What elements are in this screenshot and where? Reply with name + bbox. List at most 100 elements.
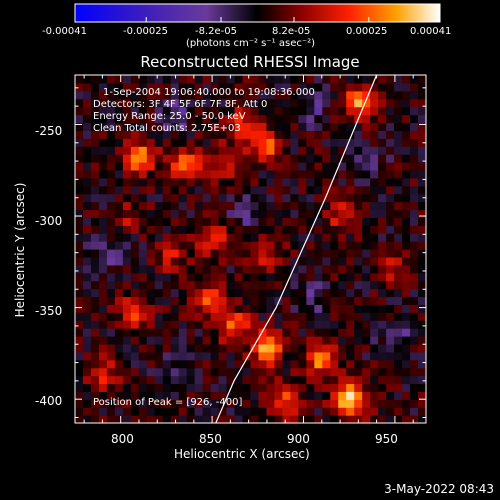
heatmap-cell — [266, 185, 276, 195]
heatmap-cell — [402, 209, 411, 218]
y-tick-label-400: -400 — [35, 394, 63, 408]
heatmap-cell — [202, 217, 212, 226]
heatmap-cell — [90, 296, 100, 305]
heatmap-cell — [282, 312, 291, 321]
heatmap-cell — [218, 114, 228, 124]
heatmap-cell — [266, 407, 276, 416]
heatmap-cell — [266, 82, 276, 92]
heatmap-cell — [386, 146, 395, 155]
heatmap-cell — [210, 391, 220, 400]
heatmap-cell — [90, 75, 100, 84]
heatmap-cell — [282, 343, 291, 353]
heatmap-cell — [418, 233, 427, 242]
heatmap-cell — [394, 146, 403, 155]
heatmap-cell — [298, 82, 307, 92]
heatmap-cell — [178, 320, 188, 329]
heatmap-cell — [114, 375, 124, 385]
heatmap-cell — [194, 359, 204, 369]
heatmap-cell — [322, 106, 331, 116]
heatmap-cell — [130, 233, 140, 242]
heatmap-cell — [378, 185, 387, 195]
heatmap-cell — [354, 249, 363, 258]
heatmap-cell — [75, 130, 84, 139]
heatmap-cell — [274, 407, 284, 416]
heatmap-cell — [154, 375, 164, 385]
heatmap-cell — [202, 169, 212, 179]
heatmap-cell — [298, 201, 307, 211]
heatmap-cell — [282, 336, 291, 345]
heatmap-cell — [162, 375, 172, 385]
heatmap-cell — [370, 399, 379, 408]
heatmap-cell — [306, 415, 315, 424]
heatmap-cell — [266, 233, 276, 242]
heatmap-cell — [218, 351, 228, 361]
heatmap-cell — [330, 217, 339, 226]
heatmap-cell — [130, 106, 140, 116]
heatmap-cell — [330, 280, 339, 290]
heatmap-cell — [274, 122, 284, 131]
colorbar-gradient — [75, 4, 440, 22]
heatmap-cell — [306, 106, 315, 116]
heatmap-cell — [314, 272, 323, 282]
heatmap-cell — [418, 162, 427, 171]
heatmap-cell — [82, 106, 92, 116]
heatmap-cell — [402, 177, 411, 187]
heatmap-cell — [362, 193, 371, 203]
heatmap-cell — [298, 114, 307, 124]
heatmap-cell — [210, 122, 220, 131]
heatmap-cell — [314, 217, 323, 226]
heatmap-cell — [106, 272, 116, 282]
heatmap-cell — [338, 399, 347, 408]
heatmap-cell — [75, 256, 84, 266]
heatmap-cell — [234, 233, 244, 242]
heatmap-cell — [138, 320, 148, 329]
heatmap-cell — [290, 288, 299, 298]
heatmap-cell — [242, 193, 252, 203]
heatmap-cell — [162, 241, 172, 250]
heatmap-cell — [122, 343, 132, 353]
heatmap-cell — [194, 312, 204, 321]
heatmap-cell — [98, 320, 108, 329]
heatmap-cell — [370, 249, 379, 258]
heatmap-cell — [186, 82, 196, 92]
heatmap-cell — [378, 75, 387, 84]
heatmap-cell — [90, 256, 100, 266]
heatmap-cell — [362, 391, 371, 400]
heatmap-cell — [370, 312, 379, 321]
heatmap-cell — [266, 169, 276, 179]
heatmap-cell — [346, 82, 355, 92]
heatmap-cell — [362, 264, 371, 274]
heatmap-cell — [274, 185, 284, 195]
heatmap-cell — [266, 217, 276, 226]
heatmap-cell — [75, 98, 84, 108]
heatmap-cell — [234, 288, 244, 298]
heatmap-cell — [226, 169, 236, 179]
heatmap-cell — [75, 328, 84, 337]
heatmap-cell — [346, 272, 355, 282]
heatmap-cell — [418, 351, 427, 361]
x-tick-label-850: 850 — [199, 432, 222, 446]
heatmap-cell — [274, 162, 284, 171]
heatmap-cell — [122, 130, 132, 139]
heatmap-cell — [114, 407, 124, 416]
heatmap-cell — [402, 241, 411, 250]
heatmap-cell — [98, 185, 108, 195]
heatmap-cell — [75, 154, 84, 163]
heatmap-cell — [410, 98, 419, 108]
heatmap-cell — [370, 415, 379, 424]
heatmap-cell — [370, 177, 379, 187]
heatmap-cell — [402, 185, 411, 195]
heatmap-cell — [162, 399, 172, 408]
heatmap-cell — [338, 185, 347, 195]
heatmap-cell — [402, 351, 411, 361]
heatmap-cell — [138, 288, 148, 298]
heatmap-cell — [370, 288, 379, 298]
heatmap-cell — [386, 256, 395, 266]
heatmap-cell — [314, 90, 323, 100]
heatmap-cell — [226, 304, 236, 313]
heatmap-cell — [378, 288, 387, 298]
heatmap-cell — [314, 359, 323, 369]
heatmap-cell — [242, 280, 252, 290]
heatmap-cell — [218, 138, 228, 147]
heatmap-cell — [306, 185, 315, 195]
